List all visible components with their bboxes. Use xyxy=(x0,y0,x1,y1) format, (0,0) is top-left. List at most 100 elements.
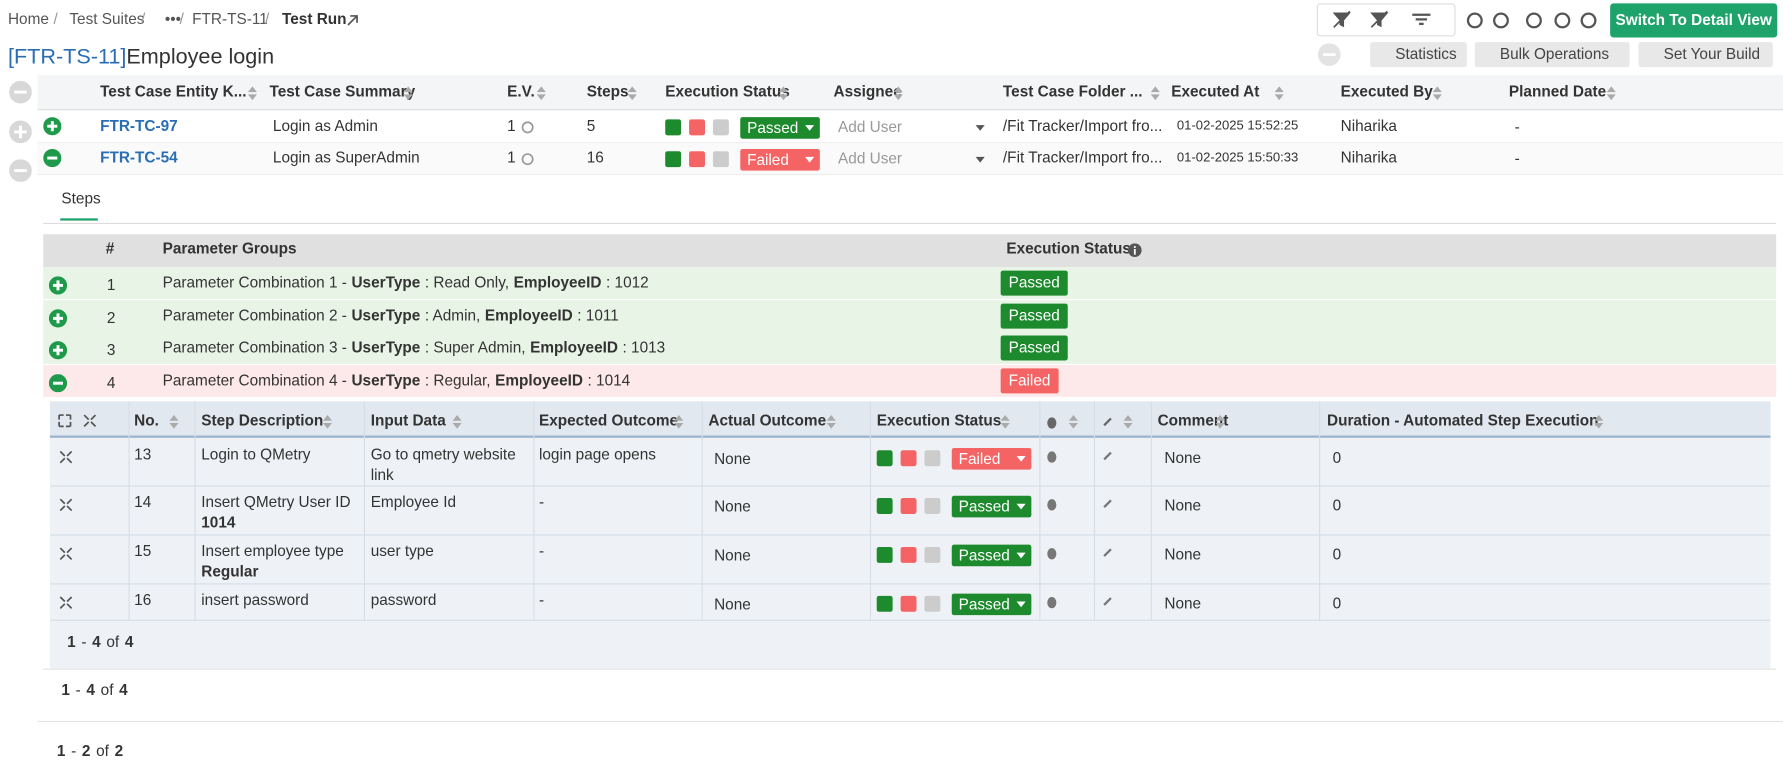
status-na-square[interactable] xyxy=(924,546,941,563)
column-header[interactable]: Test Case Summary xyxy=(269,83,416,101)
collapse-step[interactable] xyxy=(59,595,73,609)
step-description: insert password xyxy=(201,590,358,610)
bug-icon[interactable] xyxy=(1045,448,1059,463)
status-dropdown[interactable]: Passed xyxy=(951,495,1032,518)
archive-icon[interactable] xyxy=(1525,11,1543,29)
actual-outcome: None xyxy=(714,546,751,565)
status-pass-square[interactable] xyxy=(876,546,893,563)
status-fail-square[interactable] xyxy=(900,546,917,563)
collapse-all-steps[interactable] xyxy=(83,413,97,428)
caret xyxy=(805,156,815,163)
collapse-step[interactable] xyxy=(59,449,73,464)
bug-icon[interactable] xyxy=(1045,545,1059,560)
column-header[interactable]: Step Description xyxy=(201,411,324,429)
breadcrumb-item[interactable]: Home xyxy=(7,10,49,28)
bug-icon[interactable] xyxy=(1045,594,1059,609)
assignee[interactable]: Add User xyxy=(838,118,903,136)
column-header[interactable]: Comment xyxy=(1157,411,1229,429)
status-fail-square[interactable] xyxy=(900,498,917,514)
column-header[interactable]: Test Case Folder ... xyxy=(1002,83,1143,101)
attachment-icon[interactable] xyxy=(1101,594,1115,608)
collapse-row[interactable] xyxy=(48,374,68,393)
status-fail-square[interactable] xyxy=(900,595,917,612)
collapse-all[interactable] xyxy=(9,159,32,182)
step-description: Insert employee type Regular xyxy=(201,541,358,582)
bulk-operations-button[interactable]: Bulk Operations xyxy=(1474,42,1630,68)
expand-row[interactable] xyxy=(48,309,68,328)
test-case-key[interactable]: FTR-TC-54 xyxy=(100,148,178,167)
status-dropdown[interactable]: Failed xyxy=(740,148,820,171)
expand-row[interactable] xyxy=(48,341,68,360)
pagination-part: 1 xyxy=(61,681,70,699)
column-header[interactable]: Expected Outcome xyxy=(538,411,679,429)
param-group: Parameter Combination 3 - UserType: Super… xyxy=(163,338,666,358)
breadcrumb-item[interactable]: Test Suites xyxy=(69,10,145,28)
expand-all-steps[interactable] xyxy=(58,413,72,428)
status-pass-square[interactable] xyxy=(876,498,893,514)
bug-icon[interactable] xyxy=(1045,496,1059,511)
status-dropdown[interactable]: Passed xyxy=(740,117,820,139)
column-header[interactable]: Planned Date xyxy=(1508,83,1607,101)
set-build-button[interactable]: Set Your Build xyxy=(1638,42,1773,68)
refresh-icon[interactable] xyxy=(1553,11,1571,29)
filter-toggle[interactable] xyxy=(9,80,32,104)
column-header[interactable]: Duration - Automated Step Execution xyxy=(1326,411,1599,429)
info-button[interactable] xyxy=(1317,43,1341,66)
status-na-square[interactable] xyxy=(924,498,941,514)
status-pass-square[interactable] xyxy=(665,151,682,168)
param-row xyxy=(43,332,1777,366)
column-header[interactable]: E.V. xyxy=(507,83,535,101)
settings-icon[interactable] xyxy=(1579,11,1597,29)
filter-flash-icon[interactable] xyxy=(1369,10,1389,28)
column-header[interactable]: Executed By xyxy=(1340,83,1433,101)
param-group: Parameter Combination 1 - UserType: Read … xyxy=(163,273,649,293)
status-fail-square[interactable] xyxy=(900,450,917,467)
collapse-step[interactable] xyxy=(59,546,73,561)
status-pass-square[interactable] xyxy=(876,450,893,467)
sort-icon-glyph xyxy=(1123,415,1133,429)
column-header[interactable]: Execution Status xyxy=(876,411,1002,429)
switch-view-button[interactable]: Switch To Detail View xyxy=(1610,3,1778,38)
column-header[interactable]: Steps xyxy=(586,83,629,101)
breadcrumb-item[interactable]: FTR-TS-11 xyxy=(192,10,268,28)
column-divider xyxy=(1039,401,1041,620)
column-header[interactable]: Actual Outcome xyxy=(708,411,827,429)
share-icon[interactable] xyxy=(1492,11,1510,29)
status-na-square[interactable] xyxy=(712,151,729,168)
expand-row[interactable] xyxy=(43,117,62,136)
column-header[interactable]: No. xyxy=(134,411,159,429)
collapse-row[interactable] xyxy=(43,148,62,168)
expand-all[interactable] xyxy=(9,120,32,144)
breadcrumb-item[interactable]: ••• xyxy=(164,10,182,28)
status-pass-square[interactable] xyxy=(665,119,682,136)
status-pass-square[interactable] xyxy=(876,595,893,612)
column-header[interactable]: Assignee xyxy=(833,83,902,101)
status-dropdown[interactable]: Passed xyxy=(951,593,1032,616)
column-header[interactable]: Execution Status xyxy=(665,83,790,101)
status-dropdown[interactable]: Passed xyxy=(951,544,1032,567)
sync-icon[interactable] xyxy=(521,119,535,134)
status-na-square[interactable] xyxy=(712,119,729,136)
status-na-square[interactable] xyxy=(924,595,941,612)
assignee[interactable]: Add User xyxy=(838,150,903,168)
column-header[interactable]: Input Data xyxy=(370,411,446,429)
tab[interactable]: Steps xyxy=(61,189,101,207)
filter-clear-icon[interactable] xyxy=(1332,10,1352,28)
attachment-icon[interactable] xyxy=(1101,448,1115,462)
status-dropdown[interactable]: Failed xyxy=(951,448,1032,470)
caret xyxy=(1016,601,1026,608)
status-fail-square[interactable] xyxy=(689,151,706,168)
statistics-button[interactable]: Statistics xyxy=(1370,42,1467,68)
filter-menu-icon[interactable] xyxy=(1411,10,1431,28)
sync-icon[interactable] xyxy=(521,151,535,166)
test-case-key[interactable]: FTR-TC-97 xyxy=(100,117,178,135)
status-fail-square[interactable] xyxy=(689,119,706,136)
export-icon[interactable] xyxy=(1466,11,1484,29)
collapse-step[interactable] xyxy=(59,497,73,512)
attachment-icon[interactable] xyxy=(1101,545,1115,559)
attachment-icon[interactable] xyxy=(1101,496,1115,510)
column-header[interactable]: Test Case Entity K... xyxy=(100,83,247,101)
expand-row[interactable] xyxy=(48,276,68,295)
column-header[interactable]: Executed At xyxy=(1171,83,1260,101)
status-na-square[interactable] xyxy=(924,450,941,467)
